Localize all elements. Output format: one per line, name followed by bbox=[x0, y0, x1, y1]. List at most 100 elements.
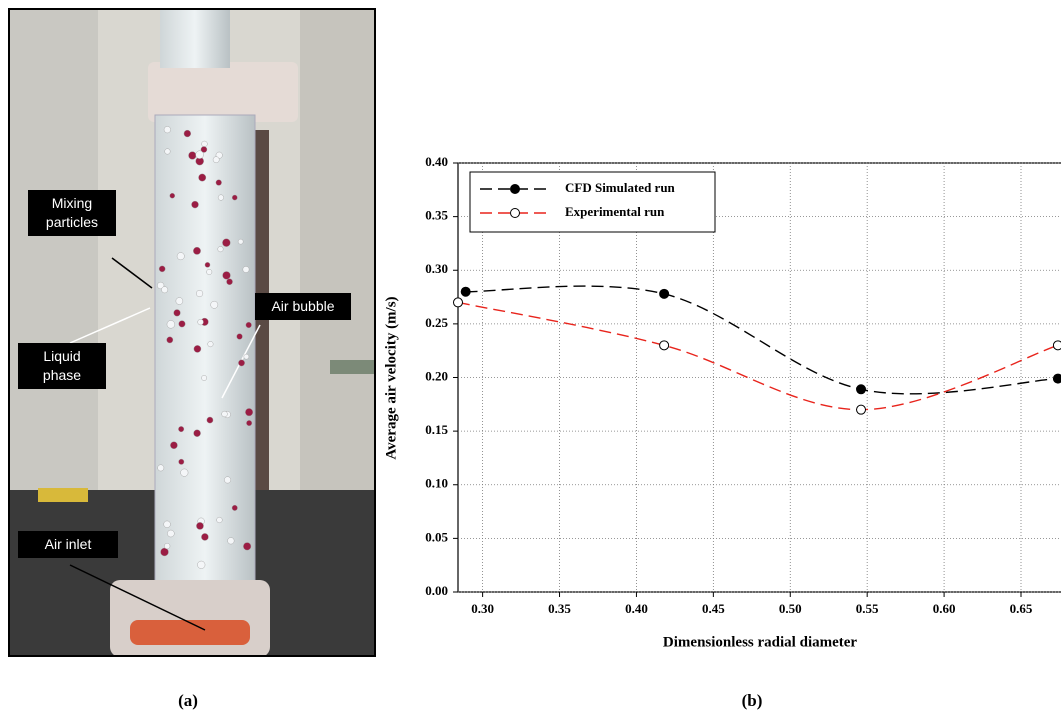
particle bbox=[217, 194, 224, 201]
y-tick-label: 0.05 bbox=[425, 529, 448, 544]
x-tick-label: 0.35 bbox=[548, 601, 571, 616]
particle bbox=[222, 238, 231, 247]
x-tick-label: 0.50 bbox=[779, 601, 802, 616]
legend-box bbox=[469, 171, 716, 233]
caption: (a) bbox=[178, 691, 198, 710]
photo-label: Mixing particles bbox=[28, 190, 116, 236]
y-tick-label: 0.35 bbox=[425, 208, 448, 223]
series-line bbox=[465, 285, 1058, 395]
connector bbox=[38, 488, 88, 502]
particle bbox=[166, 336, 174, 344]
particle bbox=[167, 529, 175, 538]
legend-label: Experimental run bbox=[565, 204, 665, 219]
x-axis-label: Dimensionless radial diameter bbox=[663, 634, 857, 650]
pointer bbox=[69, 564, 206, 631]
particle bbox=[191, 200, 199, 209]
particle bbox=[200, 146, 208, 153]
particle bbox=[231, 504, 238, 511]
marker bbox=[1052, 340, 1061, 351]
particle bbox=[180, 468, 189, 477]
air-inlet bbox=[130, 620, 250, 645]
particle bbox=[193, 246, 201, 255]
particle bbox=[207, 341, 214, 348]
particle bbox=[245, 408, 254, 417]
particle bbox=[164, 543, 171, 550]
particle bbox=[169, 193, 175, 199]
x-tick-label: 0.30 bbox=[471, 601, 494, 616]
particle bbox=[206, 269, 213, 275]
y-axis-label: Average air velocity (m/s) bbox=[383, 296, 399, 459]
series-line bbox=[457, 301, 1059, 411]
particle bbox=[206, 416, 214, 424]
x-tick-label: 0.60 bbox=[933, 601, 956, 616]
particle bbox=[178, 426, 185, 433]
particle bbox=[212, 156, 220, 164]
particle bbox=[196, 290, 204, 298]
marker bbox=[659, 340, 670, 351]
pointer bbox=[111, 257, 153, 289]
y-tick-label: 0.00 bbox=[425, 583, 448, 598]
base bbox=[110, 580, 270, 657]
particle bbox=[188, 151, 197, 160]
x-tick-label: 0.65 bbox=[1010, 601, 1033, 616]
x-tick-label: 0.45 bbox=[702, 601, 725, 616]
y-tick-label: 0.20 bbox=[425, 368, 448, 383]
particle bbox=[161, 286, 169, 294]
photo-label: Air bubble bbox=[255, 293, 351, 320]
particle bbox=[197, 318, 204, 326]
photo-label: Liquid phase bbox=[18, 343, 106, 389]
marker bbox=[856, 404, 867, 415]
particle bbox=[216, 516, 223, 524]
particle bbox=[201, 533, 209, 541]
particle bbox=[160, 547, 169, 557]
particle bbox=[204, 262, 211, 268]
particle bbox=[197, 560, 206, 569]
legend-label: CFD Simulated run bbox=[565, 180, 676, 195]
marker bbox=[460, 286, 471, 297]
particle bbox=[170, 441, 178, 450]
particle bbox=[201, 375, 208, 381]
particle bbox=[231, 194, 238, 201]
particle bbox=[227, 537, 235, 545]
particle bbox=[164, 148, 171, 155]
particle bbox=[246, 420, 253, 427]
particle bbox=[221, 410, 228, 418]
particle bbox=[173, 309, 181, 317]
caption: (b) bbox=[742, 691, 763, 710]
particle bbox=[163, 126, 171, 134]
particle bbox=[201, 140, 208, 148]
particle bbox=[195, 150, 204, 159]
marker bbox=[856, 384, 867, 395]
pointer bbox=[69, 307, 151, 344]
particle bbox=[178, 320, 186, 328]
particle bbox=[178, 458, 185, 465]
particle bbox=[176, 252, 185, 261]
y-tick-label: 0.25 bbox=[425, 315, 448, 330]
particle bbox=[242, 266, 250, 273]
marker bbox=[659, 288, 670, 299]
particle bbox=[196, 522, 204, 530]
particle bbox=[183, 129, 191, 138]
photo bbox=[8, 8, 376, 657]
particle bbox=[243, 542, 252, 551]
particle bbox=[236, 333, 243, 340]
legend-marker bbox=[510, 208, 520, 218]
y-tick-label: 0.40 bbox=[425, 154, 448, 169]
particle bbox=[157, 464, 165, 472]
particle bbox=[166, 320, 176, 329]
particle bbox=[224, 476, 232, 484]
top-flange bbox=[148, 62, 298, 122]
particle bbox=[243, 353, 250, 360]
particle bbox=[238, 359, 245, 367]
particle bbox=[226, 278, 233, 286]
particle bbox=[163, 520, 171, 528]
column-top bbox=[160, 8, 230, 68]
particle bbox=[158, 265, 166, 273]
x-tick-label: 0.55 bbox=[856, 601, 879, 616]
particle bbox=[222, 271, 231, 280]
y-tick-label: 0.30 bbox=[425, 261, 448, 276]
particle bbox=[217, 246, 224, 253]
pipe bbox=[330, 360, 376, 374]
